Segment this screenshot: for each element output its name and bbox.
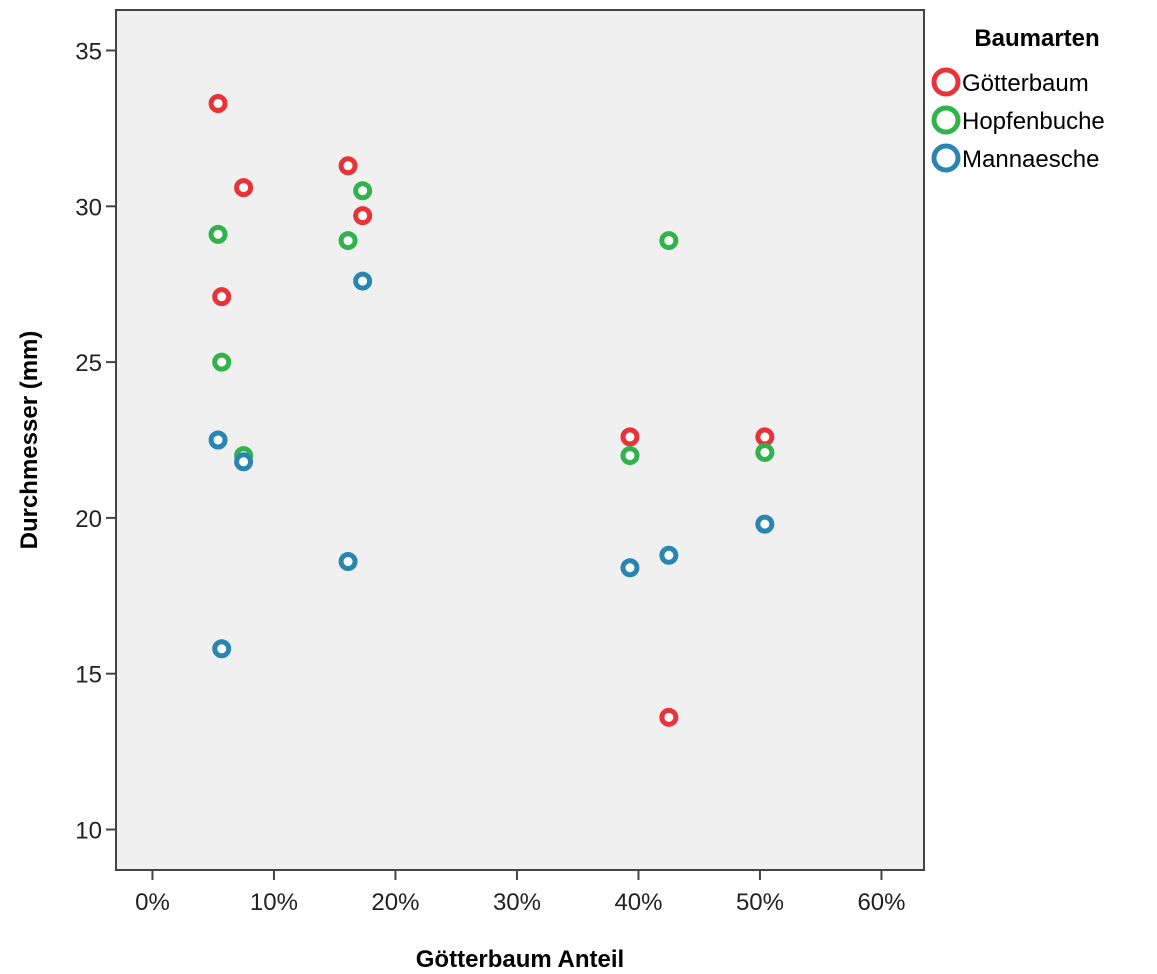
legend-marker [931, 105, 961, 135]
y-tick-label: 15 [75, 662, 102, 689]
x-tick-label: 10% [250, 889, 298, 916]
data-point [208, 430, 228, 450]
data-point [338, 156, 358, 176]
y-tick-label: 20 [75, 506, 102, 533]
x-tick-label: 0% [135, 889, 170, 916]
data-point [208, 93, 228, 113]
data-point [353, 206, 373, 226]
data-point [212, 639, 232, 659]
x-axis: 0% 10% 20% 30% 40% 50% 60% [135, 870, 905, 916]
y-axis: 10 15 20 25 30 35 [75, 39, 116, 844]
x-tick-label: 60% [857, 889, 905, 916]
data-point [208, 224, 228, 244]
data-point [620, 427, 640, 447]
plot-area [115, 9, 925, 871]
legend-label: Mannaesche [962, 146, 1099, 173]
data-point [212, 287, 232, 307]
x-tick-label: 20% [371, 889, 419, 916]
data-point [338, 552, 358, 572]
legend-label: Götterbaum [962, 70, 1089, 97]
y-tick-label: 25 [75, 350, 102, 377]
x-tick-label: 50% [736, 889, 784, 916]
data-point [234, 452, 254, 472]
legend: Baumarten Götterbaum Hopfenbuche Mannaesch… [931, 25, 1105, 173]
data-point [338, 231, 358, 251]
y-tick-label: 35 [75, 39, 102, 66]
x-axis-title: Götterbaum Anteil [416, 946, 624, 973]
data-point [755, 427, 775, 447]
y-tick-label: 10 [75, 817, 102, 844]
x-tick-label: 30% [493, 889, 541, 916]
legend-title: Baumarten [974, 25, 1099, 52]
data-point [234, 178, 254, 198]
legend-marker [931, 67, 961, 97]
data-point [659, 231, 679, 251]
data-point [620, 558, 640, 578]
data-point [755, 442, 775, 462]
x-tick-label: 40% [614, 889, 662, 916]
data-point [212, 352, 232, 372]
data-point [659, 545, 679, 565]
y-tick-label: 30 [75, 194, 102, 221]
data-point [353, 271, 373, 291]
legend-marker [931, 143, 961, 173]
data-point [659, 707, 679, 727]
y-axis-title: Durchmesser (mm) [16, 331, 43, 550]
data-point [620, 446, 640, 466]
legend-label: Hopfenbuche [962, 108, 1105, 135]
data-point [755, 514, 775, 534]
data-points [208, 93, 775, 727]
data-point [353, 181, 373, 201]
